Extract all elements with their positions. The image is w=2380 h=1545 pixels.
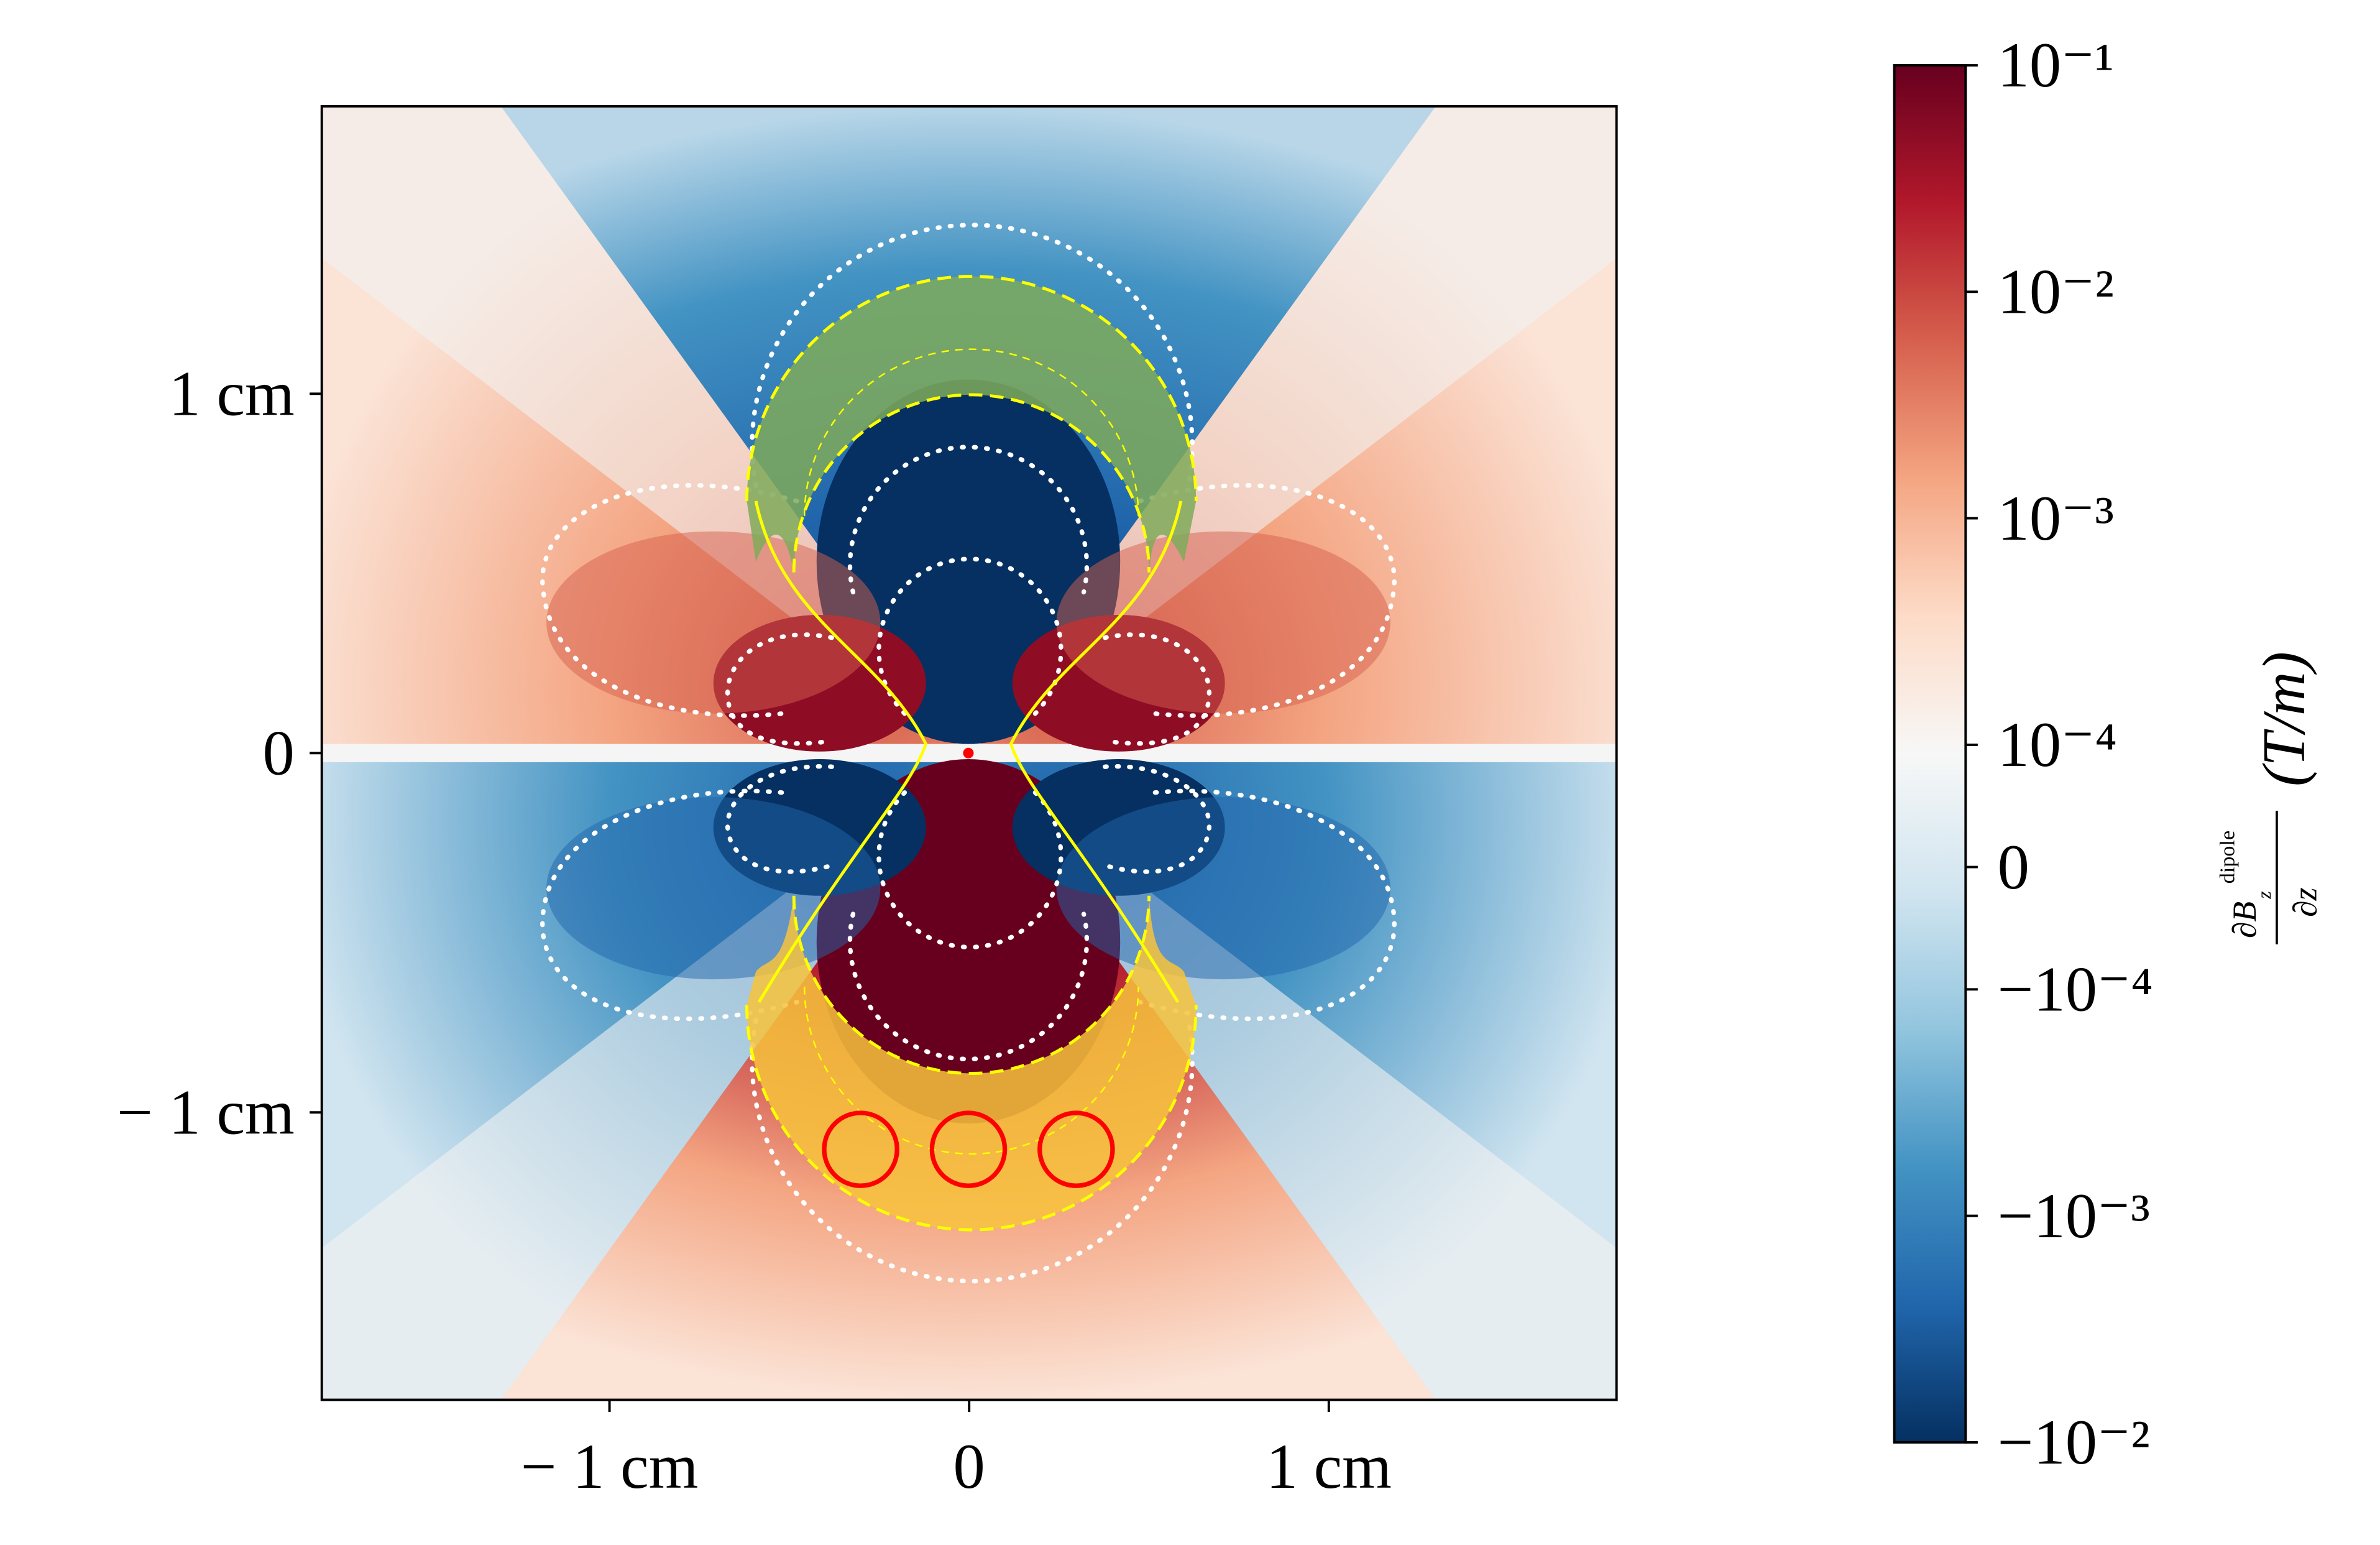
contours [540, 223, 1397, 1284]
y-tick-label: 0 [262, 718, 294, 788]
colorbar-label-part: (T/m) [2251, 652, 2318, 786]
colorbar-label-part: z [2253, 891, 2275, 899]
colorbar-label-part: ∂z [2286, 887, 2323, 917]
colorbar-tick-label: −10⁻³ [1998, 1181, 2150, 1252]
colorbar-label: ∂B z dipole ∂z (T/m) [2217, 652, 2323, 944]
y-tick-label: 1 cm [169, 359, 295, 429]
colorbar-label-part: dipole [2217, 831, 2240, 883]
x-tick-label: 0 [953, 1432, 985, 1502]
colorbar-label-part: ∂B [2226, 902, 2263, 938]
x-tick-label: − 1 cm [521, 1432, 699, 1502]
colorbar-tick-label: 10⁻⁴ [1998, 710, 2117, 780]
colorbar-tick-label: 10⁻³ [1998, 484, 2114, 554]
colorbar-tick-label: 0 [1998, 832, 2029, 903]
colorbar-tick-label: −10⁻⁴ [1998, 955, 2153, 1025]
colorbar [1893, 64, 1967, 1444]
regions [745, 275, 1198, 1232]
x-tick-label: 1 cm [1266, 1432, 1392, 1502]
y-tick-label: − 1 cm [117, 1077, 295, 1148]
sensors [822, 1110, 1115, 1188]
dipole [963, 747, 974, 759]
colorbar-tick-label: 10⁻¹ [1998, 30, 2114, 101]
colorbar-tick-label: 10⁻² [1998, 257, 2114, 328]
colorbar-tick-label: −10⁻² [1998, 1408, 2150, 1478]
